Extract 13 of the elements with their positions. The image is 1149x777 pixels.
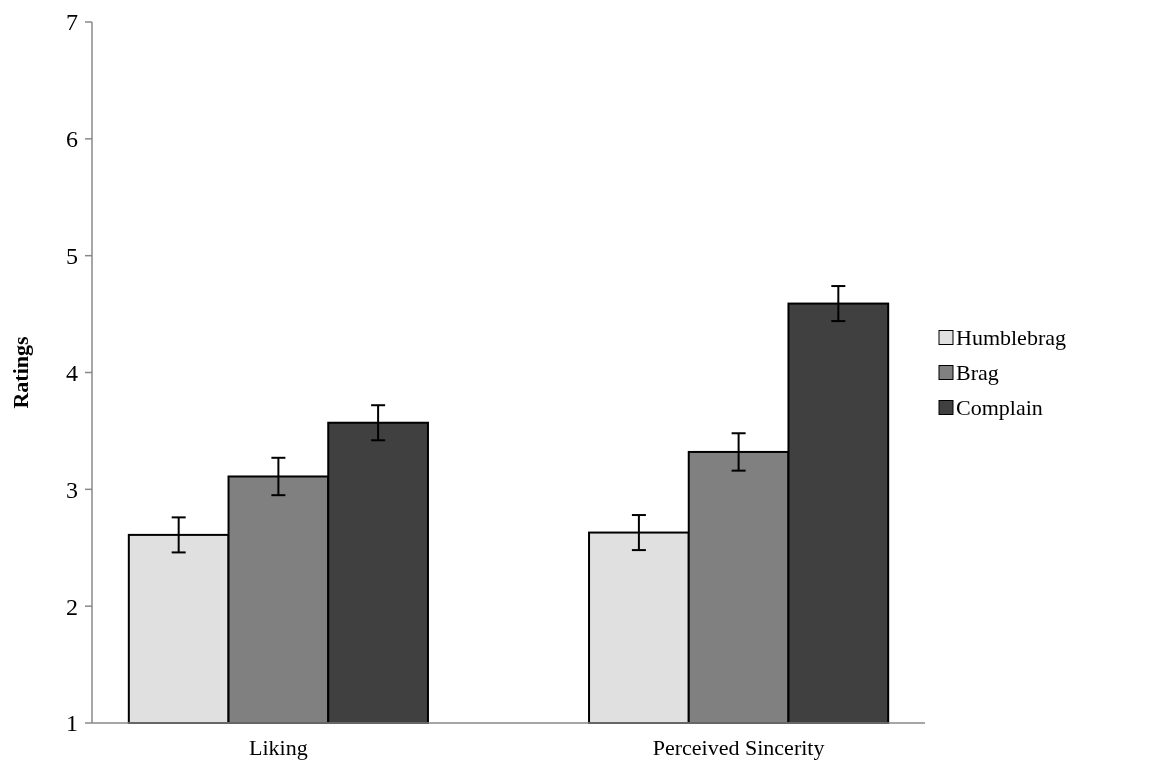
legend-label: Complain: [956, 395, 1043, 421]
y-tick-label: 6: [66, 126, 78, 153]
y-tick-label: 7: [66, 9, 78, 36]
y-tick-label: 1: [66, 710, 78, 737]
legend-label: Humblebrag: [956, 325, 1066, 351]
y-tick-label: 2: [66, 593, 78, 620]
y-axis-title: Ratings: [8, 336, 33, 409]
legend-label: Brag: [956, 360, 999, 386]
y-tick-label: 4: [66, 359, 78, 386]
x-tick-label: Liking: [249, 735, 308, 760]
y-tick-label: 3: [66, 476, 78, 503]
x-tick-label: Perceived Sincerity: [652, 735, 825, 760]
y-tick-label: 5: [66, 243, 78, 270]
